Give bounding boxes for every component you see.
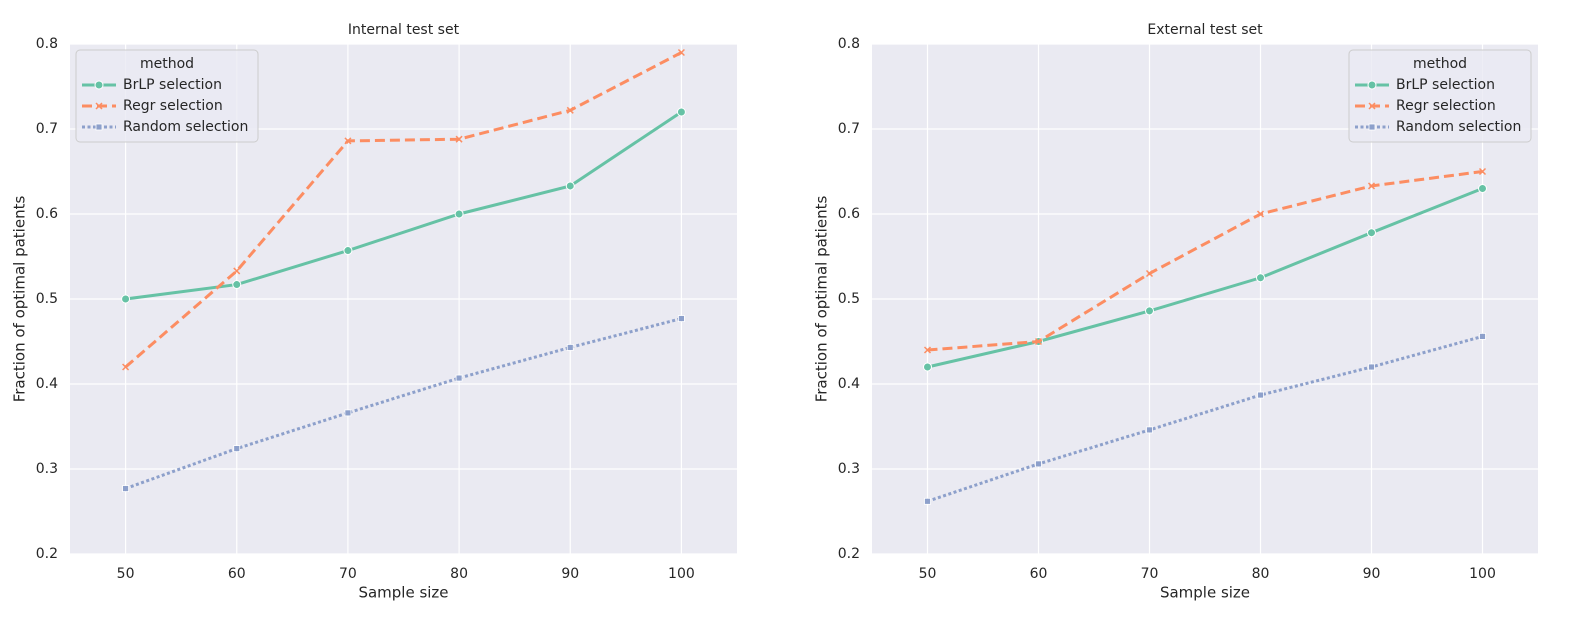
marker xyxy=(455,374,463,382)
y-axis-label: Fraction of optimal patients xyxy=(11,196,29,403)
chart-title: External test set xyxy=(1147,22,1263,38)
marker xyxy=(1478,184,1487,193)
marker xyxy=(1257,391,1264,399)
marker xyxy=(1034,337,1043,346)
legend-label: BrLP selection xyxy=(123,77,222,93)
marker xyxy=(122,363,130,371)
marker xyxy=(1478,167,1487,176)
legend-label: BrLP selection xyxy=(1396,77,1495,93)
marker xyxy=(1368,363,1375,371)
marker xyxy=(923,346,932,354)
marker xyxy=(924,497,931,505)
marker xyxy=(344,409,352,417)
y-tick-label: 0.2 xyxy=(838,546,860,562)
marker xyxy=(94,80,104,90)
y-tick-label: 0.6 xyxy=(36,206,58,222)
y-tick-label: 0.8 xyxy=(838,36,860,52)
marker xyxy=(233,445,241,453)
legend-label: Regr selection xyxy=(1396,98,1496,114)
marker xyxy=(1256,210,1265,218)
x-tick-label: 70 xyxy=(339,566,357,582)
marker xyxy=(1145,306,1154,316)
y-tick-label: 0.3 xyxy=(838,461,860,477)
y-tick-label: 0.2 xyxy=(36,546,58,562)
marker xyxy=(232,280,242,290)
chart-panel: 0.2 0.3 0.4 0.5 0.6 0.7 0.8 50 60 70 80 90 100 Extern… xyxy=(813,22,1538,602)
marker xyxy=(1368,123,1376,131)
marker xyxy=(233,267,241,275)
marker xyxy=(677,48,685,57)
data-line xyxy=(927,187,1484,369)
chart-title: Internal test set xyxy=(348,22,460,38)
marker xyxy=(566,106,574,114)
legend-label: Random selection xyxy=(123,119,248,135)
marker xyxy=(1367,80,1377,90)
legend-box xyxy=(1348,49,1532,143)
marker xyxy=(1035,460,1042,468)
x-tick-label: 80 xyxy=(450,566,468,582)
marker xyxy=(95,102,103,110)
marker xyxy=(1256,273,1265,283)
marker xyxy=(344,137,352,145)
marker xyxy=(678,315,685,322)
x-tick-label: 50 xyxy=(117,566,135,582)
y-tick-label: 0.5 xyxy=(838,291,860,307)
y-tick-label: 0.4 xyxy=(838,376,860,392)
data-line xyxy=(927,170,1483,352)
marker xyxy=(1479,332,1486,340)
y-tick-label: 0.7 xyxy=(838,121,860,137)
x-axis-label: Sample size xyxy=(1160,584,1250,602)
marker xyxy=(122,485,129,492)
y-tick-label: 0.3 xyxy=(36,461,58,477)
x-tick-label: 100 xyxy=(668,566,695,582)
x-axis-label: Sample size xyxy=(358,584,448,602)
marker xyxy=(676,107,686,117)
data-line xyxy=(124,51,683,369)
data-line xyxy=(125,317,682,490)
x-tick-label: 60 xyxy=(1030,566,1048,582)
marker xyxy=(1367,228,1376,238)
x-tick-label: 90 xyxy=(1363,566,1381,582)
y-tick-label: 0.7 xyxy=(36,121,58,137)
legend-label: Regr selection xyxy=(123,98,223,114)
x-tick-label: 80 xyxy=(1252,566,1270,582)
marker xyxy=(1368,102,1376,110)
marker xyxy=(121,294,131,304)
marker xyxy=(1367,182,1376,190)
y-tick-label: 0.6 xyxy=(838,206,860,222)
legend-title: method xyxy=(1413,56,1467,72)
y-axis-label: Fraction of optimal patients xyxy=(813,196,831,403)
marker xyxy=(1145,269,1154,278)
y-tick-label: 0.4 xyxy=(36,376,58,392)
x-tick-label: 60 xyxy=(228,566,246,582)
marker xyxy=(566,344,574,351)
y-tick-label: 0.5 xyxy=(36,291,58,307)
x-tick-label: 100 xyxy=(1469,566,1496,582)
legend-title: method xyxy=(140,56,194,72)
legend-box xyxy=(75,49,259,143)
x-tick-label: 90 xyxy=(561,566,579,582)
marker xyxy=(455,135,463,143)
x-tick-label: 50 xyxy=(919,566,937,582)
marker xyxy=(565,181,575,191)
marker xyxy=(343,246,353,256)
y-tick-label: 0.8 xyxy=(36,36,58,52)
chart-panel: 0.2 0.3 0.4 0.5 0.6 0.7 0.8 50 60 70 80 90 100 Intern… xyxy=(11,22,737,602)
x-tick-label: 70 xyxy=(1141,566,1159,582)
marker xyxy=(454,209,464,219)
legend-label: Random selection xyxy=(1396,119,1521,135)
marker xyxy=(1146,426,1153,434)
marker xyxy=(923,362,932,372)
marker xyxy=(95,123,103,131)
